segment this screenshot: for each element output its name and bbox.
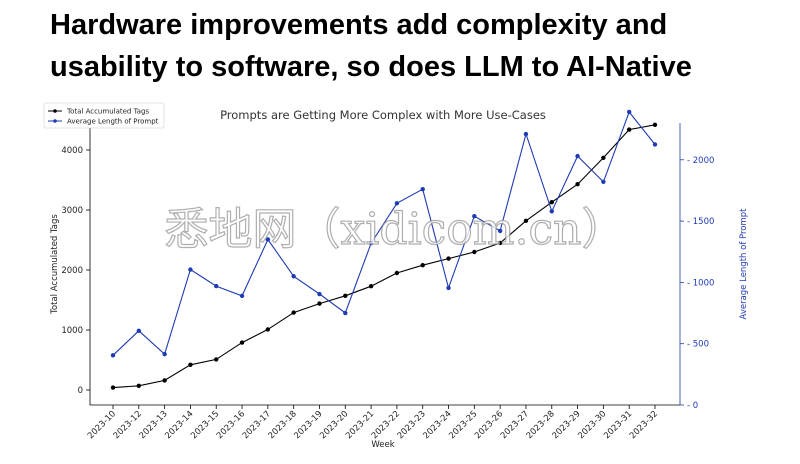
series-layer	[110, 109, 658, 390]
y-tick-label: 4000	[61, 146, 83, 156]
data-point-prompt	[110, 353, 116, 358]
data-point-prompt	[343, 310, 348, 316]
data-point-prompt	[136, 328, 142, 334]
data-point-tags	[497, 240, 503, 246]
data-point-prompt	[523, 131, 529, 137]
headline: Hardware improvements add complexity and…	[50, 9, 692, 83]
data-point-tags	[162, 378, 167, 383]
data-point-tags	[575, 182, 580, 187]
data-point-prompt	[497, 228, 503, 234]
y-tick-label: 1000	[61, 326, 83, 336]
legend: Total Accumulated Tags Average Length of…	[43, 102, 165, 129]
data-point-tags	[136, 383, 142, 388]
data-point-tags	[652, 122, 658, 128]
data-point-tags	[601, 155, 606, 160]
chart-title: Prompts are Getting More Complex with Mo…	[220, 108, 546, 122]
data-point-tags	[239, 340, 245, 345]
data-point-tags	[626, 127, 632, 132]
data-point-tags	[523, 218, 529, 223]
legend-label-prompt: Average Length of Prompt	[67, 118, 159, 126]
data-point-prompt	[420, 187, 425, 192]
series-line-tags	[112, 124, 656, 389]
data-point-prompt	[214, 283, 219, 289]
x-axis-ticks: 2023-102023-122023-132023-142023-152023-…	[86, 405, 660, 441]
data-point-tags	[446, 256, 451, 261]
data-point-prompt	[188, 267, 193, 272]
data-point-prompt	[317, 291, 322, 297]
legend-marker-tags	[53, 109, 57, 113]
left-axis-ticks: 0 1000 2000 3000 4000	[61, 146, 90, 396]
x-tick-label: 2023-32	[628, 409, 660, 441]
chart-axes	[89, 123, 681, 406]
data-point-prompt	[239, 293, 245, 299]
data-point-tags	[291, 310, 296, 315]
data-point-prompt	[162, 351, 167, 357]
watermark: 悉地网（xidicom.cn）	[165, 204, 626, 255]
data-point-tags	[472, 249, 477, 255]
y2-tick-label: - 2000	[687, 156, 714, 166]
x-axis-title: Week	[371, 440, 394, 450]
data-point-prompt	[446, 285, 451, 291]
data-point-prompt	[601, 179, 606, 185]
data-point-tags	[214, 357, 219, 362]
data-point-tags	[394, 270, 400, 276]
data-point-prompt	[394, 201, 400, 206]
data-point-prompt	[626, 109, 632, 115]
data-point-prompt	[291, 274, 296, 279]
y-axis-title: Total Accumulated Tags	[50, 214, 60, 315]
data-point-tags	[110, 385, 116, 390]
y-tick-label: 2000	[61, 266, 83, 276]
y2-tick-label: - 1000	[687, 278, 714, 288]
data-point-prompt	[652, 142, 658, 147]
y2-tick-label: - 500	[687, 340, 709, 350]
data-point-tags	[420, 263, 425, 268]
data-point-tags	[549, 200, 554, 205]
legend-box	[43, 102, 165, 129]
legend-marker-prompt	[53, 119, 57, 123]
data-point-prompt	[368, 240, 374, 246]
data-point-tags	[317, 301, 322, 306]
data-point-prompt	[265, 237, 271, 242]
data-point-tags	[265, 327, 271, 332]
y-tick-label: 3000	[61, 206, 83, 216]
data-point-prompt	[549, 209, 554, 214]
data-point-tags	[368, 284, 374, 289]
y-tick-label: 0	[78, 386, 83, 396]
y2-tick-label: - 1500	[687, 217, 714, 227]
right-axis-ticks: - 0 - 500 - 1000 - 1500 - 2000	[680, 156, 714, 411]
data-point-prompt	[575, 153, 580, 159]
y2-tick-label: - 0	[687, 401, 698, 411]
series-line-prompt	[112, 110, 656, 356]
legend-label-tags: Total Accumulated Tags	[66, 108, 149, 116]
data-point-tags	[343, 293, 348, 298]
data-point-tags	[188, 362, 193, 367]
data-point-prompt	[472, 213, 477, 219]
y2-axis-title: Average Length of Prompt	[739, 208, 749, 320]
